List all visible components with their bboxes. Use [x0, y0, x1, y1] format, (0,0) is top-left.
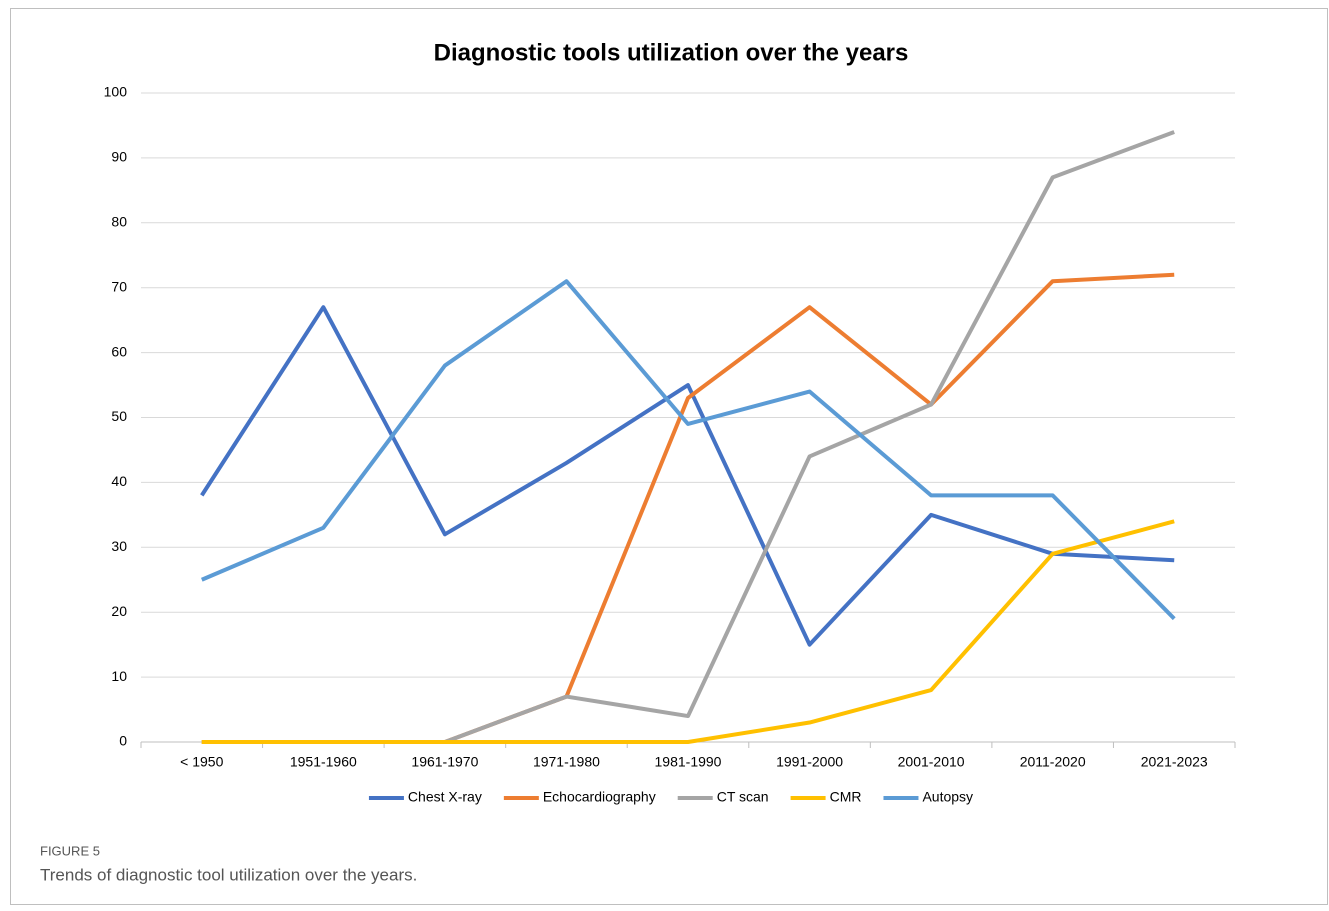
series-line — [200, 279, 1176, 621]
x-tick-label: 1961-1970 — [411, 754, 478, 770]
legend-label: CMR — [830, 789, 862, 805]
y-tick-label: 0 — [119, 733, 127, 749]
legend-label: Chest X-ray — [408, 789, 482, 805]
series-line — [200, 305, 1175, 647]
series-line — [201, 272, 1175, 744]
x-tick-label: 2021-2023 — [1141, 754, 1208, 770]
y-tick-label: 60 — [111, 343, 127, 359]
legend-label: Autopsy — [922, 789, 973, 805]
y-tick-label: 80 — [111, 214, 127, 230]
x-tick-label: 1991-2000 — [776, 754, 843, 770]
y-tick-label: 40 — [111, 473, 127, 489]
series-line — [201, 519, 1175, 744]
y-tick-label: 50 — [111, 408, 127, 424]
figure-caption: Trends of diagnostic tool utilization ov… — [40, 865, 417, 884]
y-tick-label: 30 — [111, 538, 127, 554]
x-tick-label: 1981-1990 — [655, 754, 722, 770]
x-tick-label: 2011-2020 — [1020, 754, 1086, 770]
y-tick-label: 90 — [111, 149, 127, 165]
x-tick-label: 2001-2010 — [898, 754, 965, 770]
y-tick-label: 70 — [111, 278, 127, 294]
figure-frame — [10, 8, 1328, 905]
y-tick-label: 20 — [111, 603, 127, 619]
figure-label: FIGURE 5 — [40, 843, 100, 858]
y-tick-label: 10 — [111, 668, 127, 684]
y-tick-label: 100 — [104, 84, 128, 100]
x-tick-label: 1951-1960 — [290, 754, 357, 770]
chart-title: Diagnostic tools utilization over the ye… — [434, 39, 909, 66]
x-tick-label: < 1950 — [180, 754, 223, 770]
x-tick-label: 1971-1980 — [533, 754, 600, 770]
legend-label: CT scan — [717, 789, 769, 805]
legend-label: Echocardiography — [543, 789, 656, 805]
series-line — [201, 130, 1175, 744]
